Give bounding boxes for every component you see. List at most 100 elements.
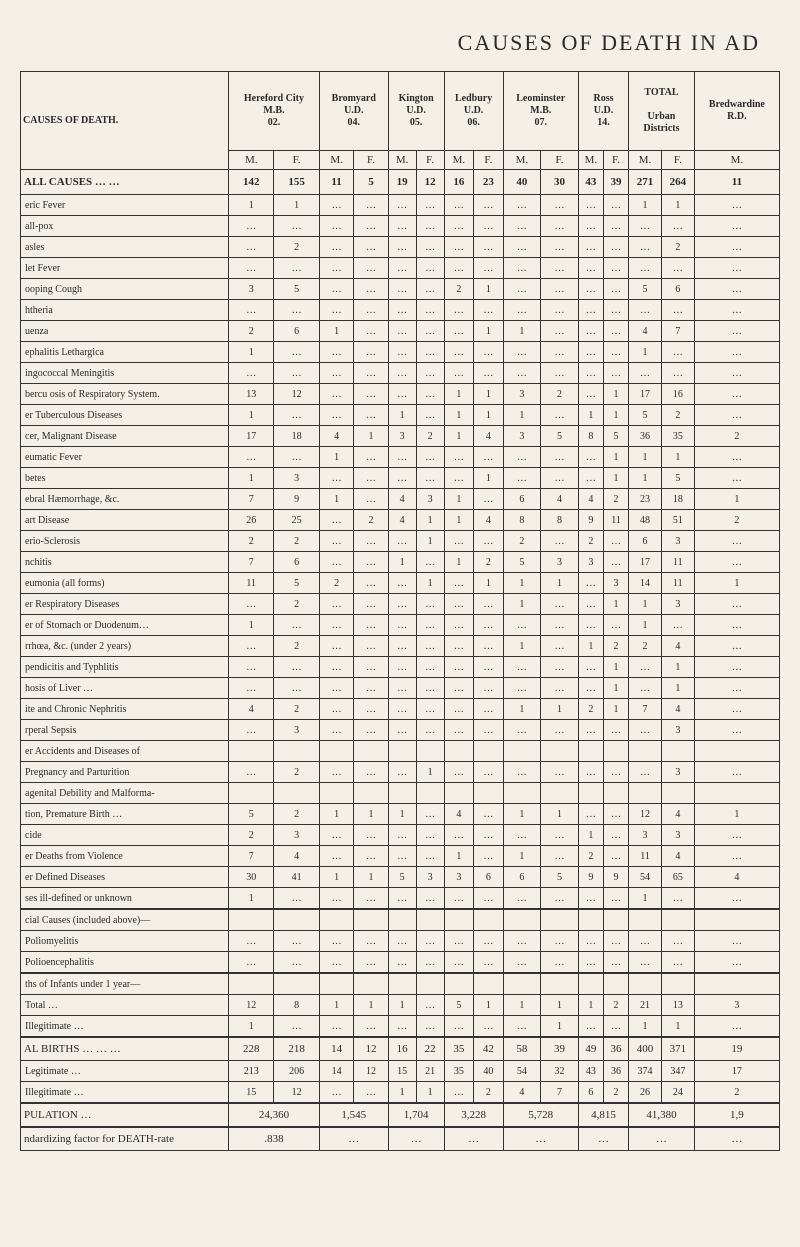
- cell: …: [319, 952, 353, 974]
- cell: 9: [578, 510, 603, 531]
- cell: …: [474, 1016, 504, 1038]
- cell: 4: [274, 846, 319, 867]
- cell: 3: [541, 552, 579, 573]
- cell: [578, 741, 603, 762]
- cell: 1: [319, 804, 353, 825]
- cell: …: [694, 657, 779, 678]
- cell: 1: [474, 995, 504, 1016]
- cell: …: [541, 931, 579, 952]
- cell: …: [694, 531, 779, 552]
- cell: 5: [229, 804, 274, 825]
- table-row: let Fever………………………………………: [21, 258, 780, 279]
- cell: …: [319, 552, 353, 573]
- cell: [319, 909, 353, 931]
- cell: [503, 909, 541, 931]
- table-row: ses ill-defined or unknown1……………………………1……: [21, 888, 780, 910]
- cell: …: [578, 258, 603, 279]
- cell: …: [603, 931, 628, 952]
- cell: 1: [388, 405, 416, 426]
- cell: 19: [694, 1037, 779, 1061]
- cell: …: [416, 995, 444, 1016]
- row-label: Illegitimate …: [21, 1016, 229, 1038]
- cell: …: [416, 888, 444, 910]
- table-row: AL BIRTHS … … …2282181412162235425839493…: [21, 1037, 780, 1061]
- cell: 3: [444, 867, 473, 888]
- cell: …: [541, 237, 579, 258]
- cell: 2: [474, 552, 504, 573]
- cell: 1: [629, 195, 662, 216]
- row-label: ooping Cough: [21, 279, 229, 300]
- cell: …: [603, 300, 628, 321]
- cell: 12: [354, 1061, 388, 1082]
- cell: …: [541, 342, 579, 363]
- cell: [388, 783, 416, 804]
- cell: …: [388, 363, 416, 384]
- cell: 1: [694, 804, 779, 825]
- cell: …: [416, 1016, 444, 1038]
- cell: 228: [229, 1037, 274, 1061]
- cell: 11: [629, 846, 662, 867]
- cell: …: [541, 720, 579, 741]
- cell: 6: [274, 321, 319, 342]
- cell: 1: [388, 804, 416, 825]
- cell: …: [354, 594, 388, 615]
- cell: …: [661, 258, 694, 279]
- cell: …: [388, 573, 416, 594]
- cell: …: [603, 321, 628, 342]
- cell: 15: [229, 1082, 274, 1104]
- cell: 1: [603, 384, 628, 405]
- row-label: Total …: [21, 995, 229, 1016]
- cell: …: [229, 258, 274, 279]
- cell: …: [274, 657, 319, 678]
- cell: 1: [578, 405, 603, 426]
- cell: …: [694, 384, 779, 405]
- cell: …: [444, 657, 473, 678]
- cell: 14: [319, 1061, 353, 1082]
- cell: …: [694, 931, 779, 952]
- cell: 17: [229, 426, 274, 447]
- cell: 1: [541, 995, 579, 1016]
- cell: …: [444, 216, 473, 237]
- cell: …: [388, 615, 416, 636]
- cell: …: [603, 552, 628, 573]
- cell: …: [319, 636, 353, 657]
- cell: [503, 973, 541, 995]
- cell: 1: [661, 195, 694, 216]
- cell: [694, 783, 779, 804]
- cell: [388, 973, 416, 995]
- cell: …: [444, 300, 473, 321]
- cell: 7: [629, 699, 662, 720]
- cell: …: [388, 216, 416, 237]
- cell: …: [629, 216, 662, 237]
- cell: 1: [541, 1016, 579, 1038]
- row-label: asles: [21, 237, 229, 258]
- row-label: cide: [21, 825, 229, 846]
- cell: 18: [661, 489, 694, 510]
- cell: …: [578, 678, 603, 699]
- cell: …: [388, 846, 416, 867]
- cell: …: [274, 447, 319, 468]
- row-label: er Defined Diseases: [21, 867, 229, 888]
- cell: …: [416, 594, 444, 615]
- cell: 3: [694, 995, 779, 1016]
- row-label: ephalitis Lethargica: [21, 342, 229, 363]
- cell: …: [474, 300, 504, 321]
- cell: …: [444, 1016, 473, 1038]
- cell: 4: [694, 867, 779, 888]
- cell: …: [474, 720, 504, 741]
- cell: …: [694, 405, 779, 426]
- cell: …: [416, 384, 444, 405]
- cell: 4: [388, 510, 416, 531]
- cell: …: [444, 699, 473, 720]
- row-label: betes: [21, 468, 229, 489]
- cell: 3: [629, 825, 662, 846]
- cell: …: [629, 1127, 695, 1151]
- table-row: betes13……………1………115…: [21, 468, 780, 489]
- row-label: uenza: [21, 321, 229, 342]
- cell: …: [603, 363, 628, 384]
- district-col: Hereford CityM.B.02.: [229, 72, 320, 151]
- cell: 2: [694, 426, 779, 447]
- cell: 1: [503, 321, 541, 342]
- cell: …: [416, 447, 444, 468]
- cell: …: [354, 279, 388, 300]
